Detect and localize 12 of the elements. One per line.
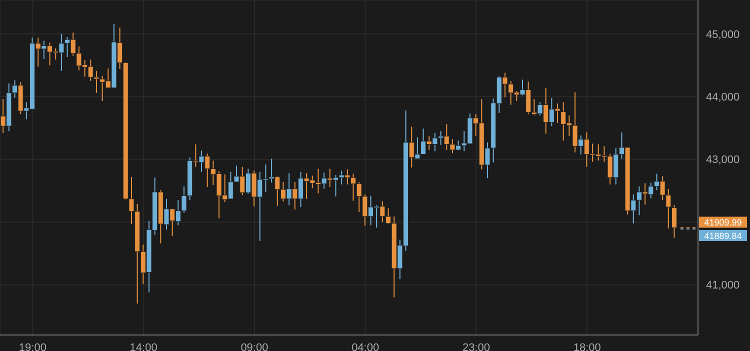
y-tick-label: 41,000	[706, 280, 740, 292]
x-tick-label: 09:00	[240, 342, 268, 351]
x-tick-label: 19:00	[18, 342, 46, 351]
ref-line-label: 41889.84	[704, 230, 742, 241]
ref-line-label: 41909.99	[704, 218, 742, 228]
x-tick-label: 23:00	[462, 342, 490, 351]
x-tick-label: 04:00	[352, 342, 380, 351]
y-tick-label: 45,000	[706, 28, 740, 41]
y-tick-label: 43,000	[706, 154, 740, 166]
x-tick-label: 14:00	[130, 342, 158, 351]
y-tick-label: 44,000	[706, 92, 740, 104]
x-tick-label: 18:00	[573, 342, 601, 351]
